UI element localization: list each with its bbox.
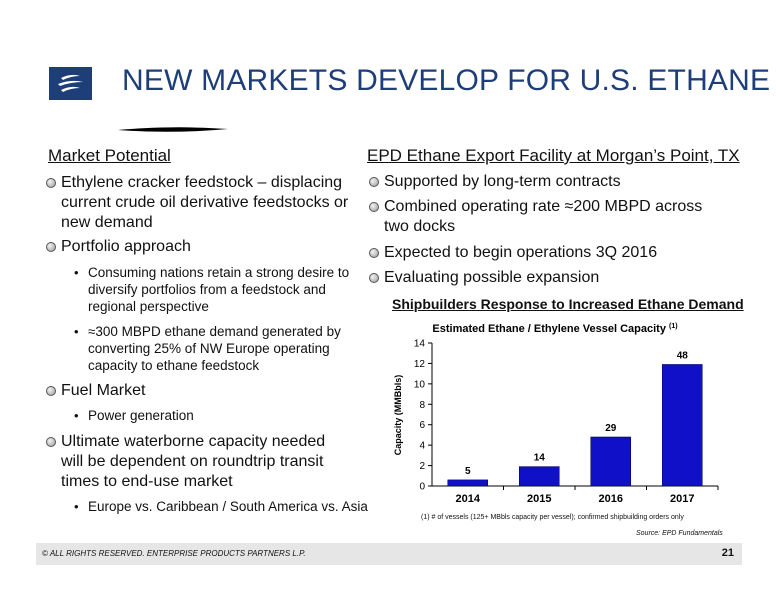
y-tick-label: 8 (419, 400, 425, 411)
y-tick-label: 10 (414, 379, 426, 390)
sub-bullet-dot-icon: • (74, 265, 79, 280)
bullet-item: Expected to begin operations 3Q 2016 (369, 243, 714, 263)
bullet-item: Portfolio approach (46, 237, 361, 257)
page-number: 21 (721, 547, 734, 559)
chart-section-heading: Shipbuilders Response to Increased Ethan… (392, 296, 744, 312)
sub-bullet-dot-icon: • (74, 499, 79, 514)
sub-bullet-item: • ≈300 MBPD ethane demand generated by c… (74, 324, 341, 373)
y-tick-label: 2 (419, 461, 425, 472)
logo-stripes-icon (58, 74, 83, 92)
bar-data-label: 48 (677, 350, 689, 361)
sub-bullet-dot-icon: • (74, 324, 79, 339)
bullet-marker-icon (369, 177, 379, 187)
bar (661, 364, 703, 487)
company-logo (49, 67, 92, 100)
chart-title: Estimated Ethane / Ethylene Vessel Capac… (432, 323, 677, 335)
bar (590, 436, 632, 487)
market-potential-heading: Market Potential (48, 146, 171, 165)
footer-bar: © ALL RIGHTS RESERVED. ENTERPRISE PRODUC… (36, 543, 742, 565)
bullet-item: Combined operating rate ≈200 MBPD across… (369, 197, 714, 237)
bullet-marker-icon (369, 202, 379, 212)
bullet-marker-icon (46, 178, 56, 188)
bullet-marker-icon (46, 242, 56, 252)
bar (518, 466, 560, 487)
bullet-marker-icon (46, 386, 56, 396)
bullet-marker-icon (369, 273, 379, 283)
bar-data-label: 14 (534, 453, 546, 464)
y-tick-label: 4 (419, 441, 425, 452)
x-tick-label: 2014 (456, 493, 481, 505)
bullet-item: Ethylene cracker feedstock – displacing … (46, 173, 361, 233)
y-tick-label: 14 (414, 339, 426, 350)
sub-bullet-item: • Europe vs. Caribbean / South America v… (74, 499, 368, 514)
y-tick-label: 6 (419, 420, 425, 431)
chart-source: Source: EPD Fundamentals (636, 530, 723, 537)
bar-data-label: 29 (605, 423, 617, 434)
copyright-text: © ALL RIGHTS RESERVED. ENTERPRISE PRODUC… (42, 549, 306, 558)
sub-bullet-item: • Power generation (74, 408, 194, 423)
bullet-item: Evaluating possible expansion (369, 268, 714, 288)
x-tick-label: 2015 (527, 493, 551, 505)
slide-title: NEW MARKETS DEVELOP FOR U.S. ETHANE (122, 64, 771, 97)
y-tick-label: 12 (414, 359, 426, 370)
sub-bullet-item: • Consuming nations retain a strong desi… (74, 265, 350, 314)
chart-footnote: (1) # of vessels (125+ MBbls capacity pe… (421, 514, 684, 521)
y-tick-label: 0 (419, 482, 425, 493)
bullet-item: Fuel Market (46, 381, 361, 401)
title-underline-swoosh (118, 127, 228, 132)
x-tick-label: 2016 (599, 493, 623, 505)
sub-bullet-dot-icon: • (74, 408, 79, 423)
bar (447, 479, 489, 487)
x-tick-label: 2017 (670, 493, 694, 505)
bullet-item: Supported by long-term contracts (369, 172, 714, 192)
epd-facility-heading: EPD Ethane Export Facility at Morgan’s P… (367, 146, 740, 165)
y-axis-label: Capacity (MMBbls) (393, 375, 403, 456)
bullet-item: Ultimate waterborne capacity needed will… (46, 432, 351, 492)
bullet-marker-icon (369, 248, 379, 258)
bullet-marker-icon (46, 437, 56, 447)
bar-data-label: 5 (465, 466, 471, 477)
vessel-capacity-bar-chart: Estimated Ethane / Ethylene Vessel Capac… (393, 323, 719, 505)
